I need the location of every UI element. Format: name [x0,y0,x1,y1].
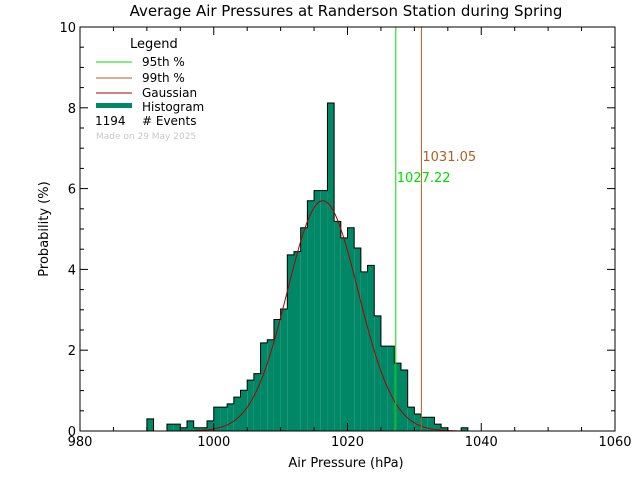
histogram-bar [461,427,468,431]
histogram-bar [260,342,268,431]
histogram-bar [287,254,294,431]
histogram-bar [427,417,435,431]
histogram-bar [294,251,301,431]
histogram-outline [146,102,469,432]
histogram-bar [193,427,201,431]
legend-label-95th: 95th % [142,55,185,69]
y-tick-label: 10 [59,21,76,36]
legend-events-count: 1194 [95,114,126,128]
legend-events-label: # Events [142,114,197,128]
histogram-bar [347,227,355,431]
chart-title: Average Air Pressures at Randerson Stati… [130,2,563,20]
x-tick-label: 980 [68,435,93,450]
legend-label-gaussian: Gaussian [142,86,197,100]
percentile-label-95th: 1027.22 [397,171,451,186]
histogram-bar [360,271,368,431]
histogram-bar [213,407,221,431]
histogram-bar [414,414,422,431]
x-tick-label: 1040 [465,435,498,450]
histogram-bar [441,427,448,431]
histogram-bar [401,369,408,431]
histogram-bar [227,403,234,431]
x-tick-label: 1060 [598,435,631,450]
histogram-bar [146,418,154,431]
x-axis-label: Air Pressure (hPa) [288,456,403,471]
histogram-bar [354,247,361,431]
histogram-bar [233,397,241,431]
x-tick-label: 1000 [197,435,230,450]
histogram-bar [380,346,388,431]
histogram-bar [314,190,321,431]
histogram-bar [173,424,181,431]
percentile-label-99th: 1031.05 [422,150,476,165]
histogram-bar [394,363,401,431]
histogram-bar [407,407,415,431]
histogram-bar [320,190,328,431]
legend-label-histogram: Histogram [142,100,204,114]
y-tick-label: 2 [68,344,76,359]
histogram-bar [267,339,274,431]
histogram-bar [240,390,248,431]
histogram-bar [340,237,348,431]
histogram-bar [166,424,174,431]
histogram-bar [421,417,428,431]
histogram-bar [434,424,442,431]
histogram-bar [300,227,308,431]
histogram-bar [220,407,228,431]
legend-title: Legend [130,37,178,52]
y-tick-label: 4 [68,263,76,278]
y-tick-label: 0 [68,425,76,440]
y-tick-label: 6 [68,183,76,198]
histogram-bar [207,420,214,431]
histogram-bar [180,427,187,431]
histogram-bar [327,102,335,432]
histogram-bar [273,319,281,431]
histogram-bar [187,420,194,431]
histogram-bar [307,200,315,431]
histogram-bar [367,265,375,431]
y-tick-label: 8 [68,102,76,117]
histogram-bar [253,373,261,431]
legend-label-99th: 99th % [142,71,185,85]
histogram-bar [200,427,208,431]
histogram-bar [334,221,341,431]
legend: Legend 95th % 99th % Gaussian Histogram … [95,37,204,142]
y-axis-label: Probability (%) [37,181,52,276]
histogram-bar [387,346,395,431]
histogram-bar [280,308,288,431]
legend-swatch-histogram [96,103,132,108]
x-tick-label: 1020 [331,435,364,450]
histogram-bar [247,380,254,431]
histogram-bar [374,315,381,431]
made-on-note: Made on 29 May 2025 [96,132,196,142]
